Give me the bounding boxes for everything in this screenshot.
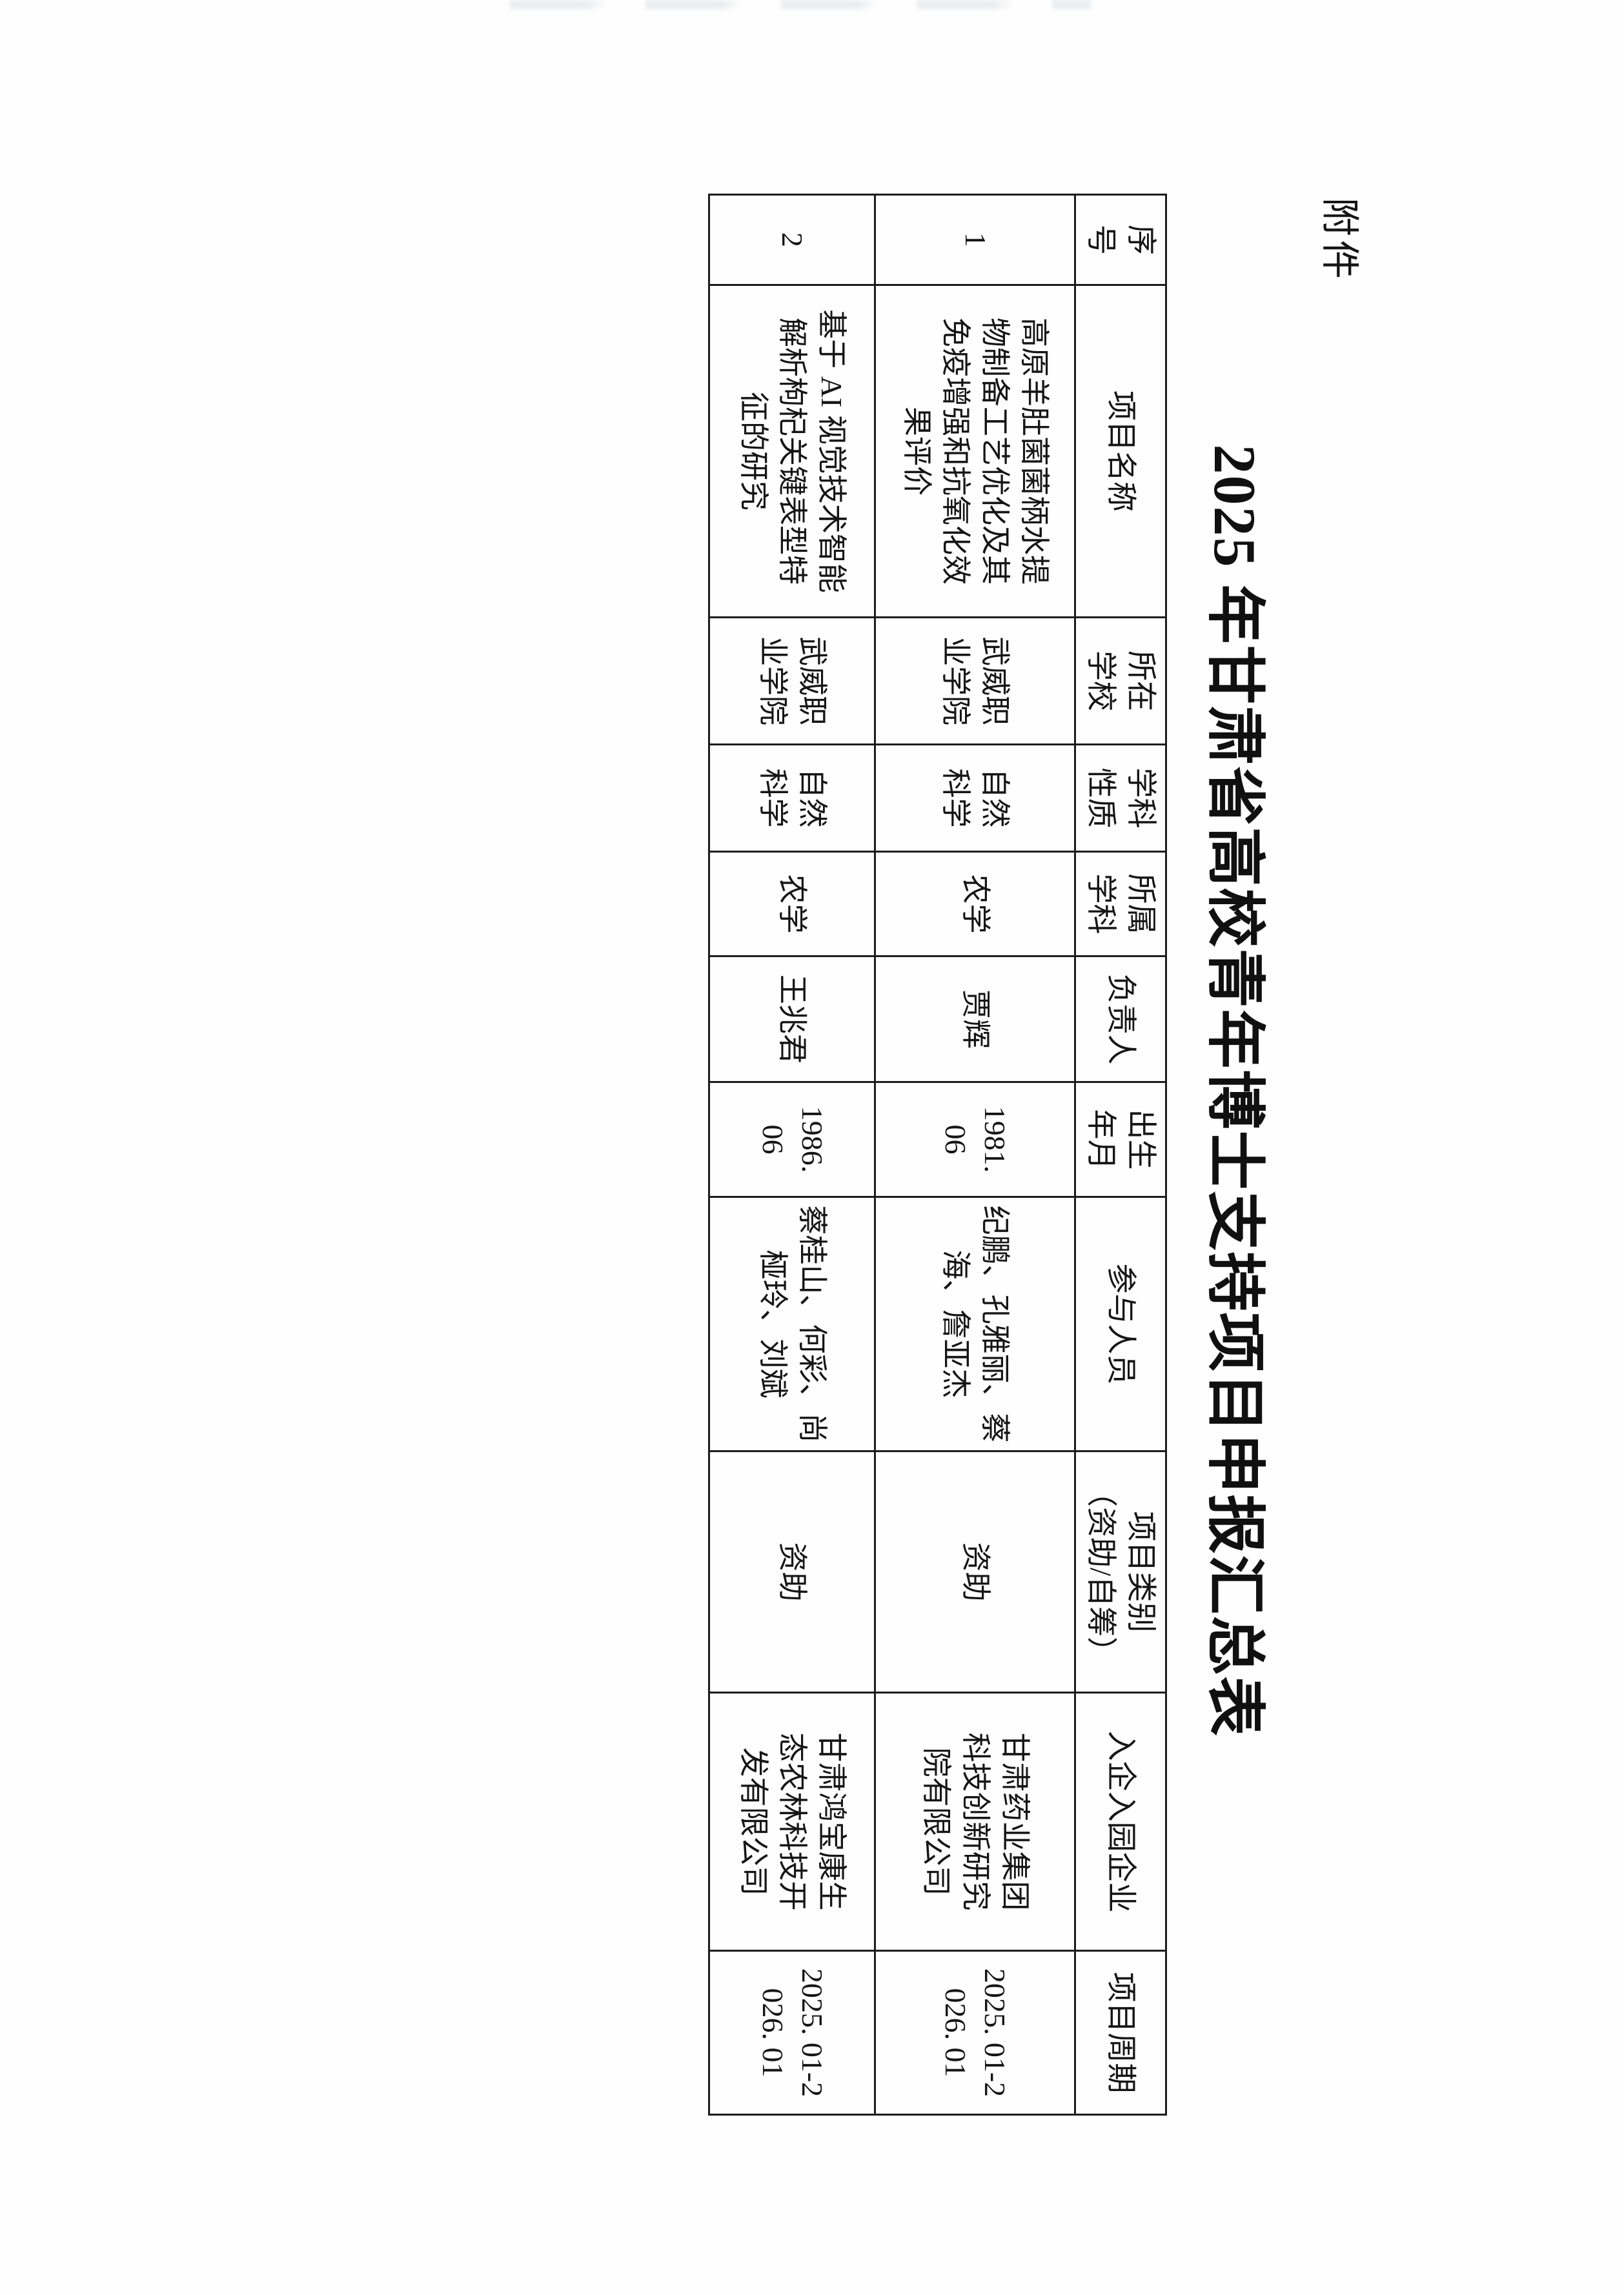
col-header-leader: 负责人 bbox=[1075, 956, 1166, 1082]
table-row: 1 高原羊肚菌菌柄水提 物制备工艺优化及其 免疫增强和抗氧化效 果评价 武威职 … bbox=[875, 194, 1075, 2115]
col-header-seq: 序 号 bbox=[1075, 194, 1166, 285]
cell-r1-project-name: 高原羊肚菌菌柄水提 物制备工艺优化及其 免疫增强和抗氧化效 果评价 bbox=[875, 285, 1075, 618]
cell-r2-birth-date: 1986. 06 bbox=[709, 1082, 875, 1197]
col-header-category: 项目类别 （资助/自筹） bbox=[1075, 1451, 1166, 1693]
cell-r2-discipline-nature: 自然 科学 bbox=[709, 744, 875, 852]
cell-r2-school: 武威职 业学院 bbox=[709, 617, 875, 745]
cell-r2-discipline: 农学 bbox=[709, 851, 875, 956]
col-header-participants: 参与人员 bbox=[1075, 1197, 1166, 1451]
col-header-period: 项目周期 bbox=[1075, 1950, 1166, 2115]
cell-r1-discipline-nature: 自然 科学 bbox=[875, 744, 1075, 852]
cell-r1-birth-date: 1981. 06 bbox=[875, 1082, 1075, 1197]
attachment-label: 附件 bbox=[1318, 197, 1361, 283]
cell-r2-period: 2025. 01-2 026. 01 bbox=[709, 1950, 875, 2115]
col-header-enterprise: 入企入园企业 bbox=[1075, 1692, 1166, 1951]
cell-r1-seq: 1 bbox=[875, 194, 1075, 285]
cell-r1-school: 武威职 业学院 bbox=[875, 617, 1075, 745]
cell-r2-enterprise: 甘肃鸿宝康生 态农林科技开 发有限公司 bbox=[709, 1692, 875, 1951]
col-header-discipline: 所属 学科 bbox=[1075, 851, 1166, 956]
cell-r1-participants: 纪鹏、孔雅丽、蔡 海、詹亚杰 bbox=[875, 1197, 1075, 1451]
scan-edge-artifact bbox=[510, 0, 1091, 9]
cell-r2-seq: 2 bbox=[709, 194, 875, 285]
table-header-row: 序 号 项目名称 所在 学校 学科 性质 所属 学科 负责人 出生 年月 参与人… bbox=[1075, 194, 1166, 2115]
cell-r1-period: 2025. 01-2 026. 01 bbox=[875, 1950, 1075, 2115]
projects-table: 序 号 项目名称 所在 学校 学科 性质 所属 学科 负责人 出生 年月 参与人… bbox=[708, 194, 1167, 2116]
col-header-discipline-nature: 学科 性质 bbox=[1075, 744, 1166, 852]
cell-r1-enterprise: 甘肃药业集团 科技创新研究 院有限公司 bbox=[875, 1692, 1075, 1951]
table-row: 2 基于 AI 视觉技术智能 解析枸杞关键表型特 征的研究 武威职 业学院 自然… bbox=[709, 194, 875, 2115]
cell-r2-participants: 蔡桂山、何彩、尚 桠玲、刘斌 bbox=[709, 1197, 875, 1451]
col-header-school: 所在 学校 bbox=[1075, 617, 1166, 745]
page-title: 2025 年甘肃省高校青年博士支持项目申报汇总表 bbox=[1202, 444, 1268, 1737]
cell-r2-leader: 王兆君 bbox=[709, 956, 875, 1082]
cell-r1-category: 资助 bbox=[875, 1451, 1075, 1693]
col-header-project-name: 项目名称 bbox=[1075, 285, 1166, 618]
cell-r2-project-name: 基于 AI 视觉技术智能 解析枸杞关键表型特 征的研究 bbox=[709, 285, 875, 618]
cell-r1-discipline: 农学 bbox=[875, 851, 1075, 956]
col-header-birth-date: 出生 年月 bbox=[1075, 1082, 1166, 1197]
cell-r1-leader: 贾辉 bbox=[875, 956, 1075, 1082]
cell-r2-category: 资助 bbox=[709, 1451, 875, 1693]
